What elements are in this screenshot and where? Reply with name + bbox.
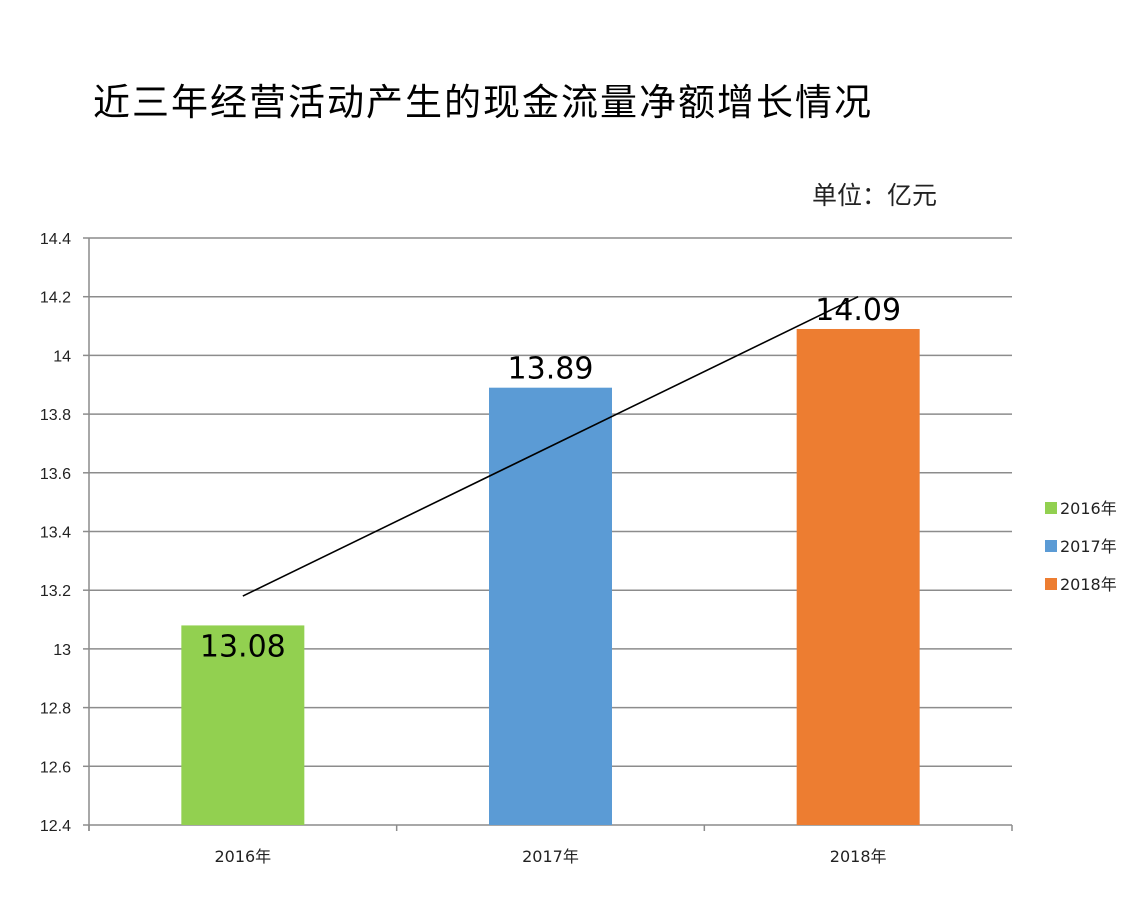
legend-label: 2018年 xyxy=(1060,575,1117,594)
legend-swatch xyxy=(1045,540,1057,552)
y-tick-label: 12.6 xyxy=(40,759,71,776)
y-tick-label: 13 xyxy=(53,642,71,659)
legend-swatch xyxy=(1045,502,1057,514)
unit-label: 单位：亿元 xyxy=(812,181,938,210)
y-tick-label: 13.2 xyxy=(40,583,71,600)
chart-title: 近三年经营活动产生的现金流量净额增长情况 xyxy=(93,81,873,124)
y-tick-label: 13.6 xyxy=(40,466,71,483)
legend-label: 2017年 xyxy=(1060,537,1117,556)
data-label: 13.89 xyxy=(508,352,594,387)
trendline xyxy=(242,295,859,597)
data-label: 13.08 xyxy=(200,629,286,664)
y-tick-label: 13.4 xyxy=(40,525,71,542)
y-tick-label: 12.4 xyxy=(40,818,71,835)
y-tick-label: 14.4 xyxy=(40,231,71,248)
legend-swatch xyxy=(1045,578,1057,590)
x-tick-label: 2017年 xyxy=(522,847,579,866)
legend-label: 2016年 xyxy=(1060,499,1117,518)
bar-2017年 xyxy=(489,387,612,825)
bar-2016年 xyxy=(181,625,305,825)
y-tick-label: 14 xyxy=(53,348,71,365)
y-tick-label: 14.2 xyxy=(40,290,71,307)
bar-2018年 xyxy=(796,328,920,825)
x-tick-label: 2016年 xyxy=(214,847,271,866)
y-tick-label: 12.8 xyxy=(40,701,71,718)
x-tick-label: 2018年 xyxy=(830,847,887,866)
y-tick-label: 13.8 xyxy=(40,407,71,424)
